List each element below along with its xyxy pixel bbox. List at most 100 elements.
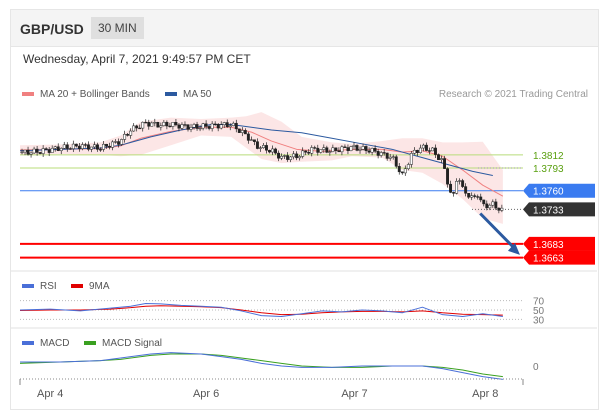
level-tag	[523, 236, 595, 251]
rsi-ma-line	[19, 305, 503, 316]
candle-body	[271, 148, 274, 153]
candle-body	[479, 196, 483, 201]
candle-body	[71, 143, 75, 150]
candle-body	[319, 149, 323, 153]
timeframe-button[interactable]: 30 MIN	[91, 17, 144, 39]
candle-body	[114, 141, 118, 143]
candle-body	[59, 148, 63, 151]
x-tick-label: Apr 7	[341, 388, 367, 400]
candle-body	[397, 166, 401, 173]
macd-signal-line	[19, 353, 503, 378]
candle-body	[198, 127, 202, 130]
candle-body	[156, 122, 160, 128]
candle-body	[464, 186, 468, 194]
candle-body	[443, 158, 446, 169]
candle-body	[328, 151, 332, 153]
symbol-label: GBP/USD	[20, 21, 84, 37]
candle-body	[222, 122, 226, 125]
candle-body	[349, 146, 353, 151]
forecast-arrow	[479, 212, 517, 250]
candle-body	[412, 149, 416, 154]
candle-body	[102, 143, 105, 150]
x-axis: Apr 4 Apr 6 Apr 7 Apr 8	[19, 378, 524, 400]
candle-body	[310, 147, 314, 154]
chart-header: GBP/USD 30 MIN	[11, 10, 598, 47]
candle-body	[216, 124, 220, 129]
candle-body	[376, 151, 380, 156]
candle-body	[53, 146, 57, 149]
candle-body	[370, 148, 374, 153]
ma50-line	[19, 123, 493, 177]
candle-body	[129, 130, 133, 136]
candle-body	[313, 147, 317, 149]
candle-body	[180, 124, 184, 129]
candle-body	[394, 156, 398, 167]
candle-body	[385, 152, 389, 159]
candle-body	[35, 148, 39, 153]
candle-body	[62, 144, 66, 149]
candle-body	[301, 150, 305, 157]
candle-body	[304, 150, 308, 153]
candle-body	[192, 124, 196, 128]
candle-body	[488, 204, 492, 209]
candle-body	[346, 147, 350, 151]
candle-body	[382, 152, 386, 154]
legend-label: MACD	[40, 338, 69, 349]
candle-body	[159, 125, 163, 128]
candle-body	[452, 192, 456, 194]
candle-body	[249, 139, 253, 141]
candle-body	[289, 156, 293, 160]
candle-body	[219, 124, 223, 129]
legend-swatch	[71, 284, 83, 288]
candle-body	[292, 153, 296, 158]
macd-tick-label: 0	[533, 362, 539, 373]
candle-body	[99, 149, 102, 151]
candle-body	[252, 139, 256, 142]
candle-body	[174, 122, 178, 126]
level-label: 1.3812	[533, 151, 564, 162]
candle-body	[286, 155, 290, 160]
candle-body	[56, 146, 60, 151]
candle-body	[65, 144, 69, 149]
candle-body	[41, 148, 45, 154]
candle-body	[32, 148, 36, 154]
candle-body	[38, 152, 42, 154]
candle-body	[337, 150, 341, 153]
candle-body	[44, 148, 48, 150]
candle-body	[132, 125, 136, 132]
candle-body	[482, 199, 486, 205]
candle-body	[391, 156, 395, 158]
candle-body	[171, 122, 175, 127]
legend-swatch	[22, 341, 34, 345]
candle-body	[77, 145, 81, 149]
candle-body	[204, 123, 208, 127]
candle-body	[262, 145, 265, 149]
candle-body	[96, 144, 99, 150]
candle-body	[322, 147, 326, 150]
candle-body	[147, 122, 151, 127]
candle-body	[364, 146, 368, 152]
candle-body	[418, 147, 422, 153]
candle-body	[231, 122, 235, 126]
candle-body	[307, 151, 311, 154]
legend-label: RSI	[40, 281, 57, 292]
candle-body	[331, 147, 335, 152]
level-tag	[523, 250, 595, 265]
price-panel: MA 20 + Bollinger Bands MA 50 Research © 2…	[11, 89, 597, 272]
candle-body	[207, 126, 211, 129]
candle-body	[68, 148, 72, 150]
candle-body	[415, 149, 419, 153]
candle-body	[177, 124, 181, 129]
candle-body	[367, 150, 371, 153]
candle-body	[431, 147, 434, 152]
candle-body	[409, 153, 413, 165]
candle-body	[343, 146, 347, 148]
candle-body	[201, 123, 205, 129]
candle-body	[186, 124, 190, 130]
candle-body	[467, 193, 471, 198]
candle-body	[437, 154, 440, 160]
candle-body	[491, 201, 495, 206]
candle-body	[195, 124, 199, 129]
candle-body	[108, 145, 111, 148]
candle-body	[105, 143, 108, 147]
